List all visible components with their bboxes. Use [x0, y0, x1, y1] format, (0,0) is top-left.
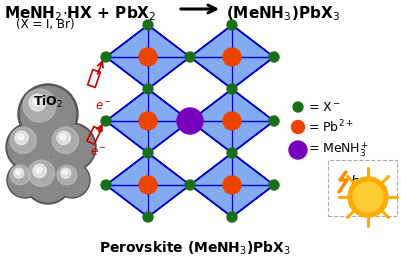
Circle shape [139, 176, 157, 194]
Polygon shape [106, 89, 190, 153]
Circle shape [227, 148, 237, 158]
Polygon shape [190, 89, 273, 153]
Text: = Pb$^{2+}$: = Pb$^{2+}$ [307, 119, 353, 135]
Circle shape [29, 94, 46, 111]
Circle shape [60, 134, 66, 140]
Circle shape [7, 162, 43, 198]
Text: = X$^-$: = X$^-$ [307, 101, 340, 113]
Circle shape [52, 127, 78, 154]
Text: (MeNH$_3$)PbX$_3$: (MeNH$_3$)PbX$_3$ [225, 4, 339, 23]
Circle shape [23, 89, 56, 122]
Circle shape [268, 116, 278, 126]
Circle shape [10, 165, 30, 185]
Circle shape [291, 121, 304, 134]
Text: (X = I, Br): (X = I, Br) [16, 18, 75, 31]
Circle shape [6, 123, 54, 171]
Circle shape [139, 48, 157, 66]
Circle shape [288, 141, 306, 159]
Circle shape [57, 131, 70, 145]
Circle shape [28, 160, 55, 187]
Circle shape [8, 163, 41, 196]
Circle shape [143, 20, 153, 30]
Circle shape [15, 131, 28, 145]
Circle shape [184, 52, 194, 62]
Circle shape [10, 127, 36, 154]
Text: $h\nu$: $h\nu$ [349, 174, 367, 189]
Circle shape [352, 182, 382, 212]
Text: = MeNH$_3^+$: = MeNH$_3^+$ [307, 141, 369, 159]
Circle shape [227, 212, 237, 222]
Circle shape [139, 112, 157, 130]
Circle shape [227, 84, 237, 94]
Polygon shape [106, 153, 190, 217]
Circle shape [50, 125, 94, 169]
Circle shape [184, 116, 194, 126]
Circle shape [63, 170, 67, 174]
Circle shape [268, 52, 278, 62]
Circle shape [101, 52, 111, 62]
Circle shape [268, 180, 278, 190]
Circle shape [8, 125, 52, 169]
Polygon shape [190, 25, 273, 89]
Circle shape [18, 134, 24, 140]
Text: MeNH$_2$$\cdot$HX + PbX$_2$: MeNH$_2$$\cdot$HX + PbX$_2$ [4, 4, 156, 23]
Circle shape [347, 177, 387, 217]
Circle shape [33, 164, 46, 178]
Circle shape [223, 112, 241, 130]
Circle shape [184, 180, 194, 190]
Circle shape [143, 84, 153, 94]
Circle shape [61, 168, 71, 178]
Circle shape [54, 162, 90, 198]
Circle shape [101, 116, 111, 126]
Circle shape [14, 168, 24, 178]
Text: e$^-$: e$^-$ [95, 100, 112, 112]
Circle shape [48, 123, 96, 171]
Text: e$^-$: e$^-$ [90, 145, 107, 159]
Circle shape [20, 86, 75, 141]
Circle shape [143, 148, 153, 158]
Circle shape [33, 98, 40, 105]
Circle shape [227, 20, 237, 30]
Circle shape [36, 167, 42, 173]
Circle shape [57, 165, 77, 185]
Circle shape [18, 84, 78, 144]
Text: Perovskite (MeNH$_3$)PbX$_3$: Perovskite (MeNH$_3$)PbX$_3$ [99, 239, 290, 257]
Text: TiO$_2$: TiO$_2$ [33, 94, 63, 110]
Polygon shape [190, 153, 273, 217]
Circle shape [223, 48, 241, 66]
Circle shape [26, 158, 70, 202]
Circle shape [143, 212, 153, 222]
Circle shape [16, 170, 20, 174]
Polygon shape [106, 25, 190, 89]
Circle shape [55, 163, 88, 196]
Circle shape [223, 176, 241, 194]
Circle shape [292, 102, 302, 112]
Circle shape [24, 156, 72, 204]
Circle shape [176, 108, 203, 134]
Circle shape [101, 180, 111, 190]
